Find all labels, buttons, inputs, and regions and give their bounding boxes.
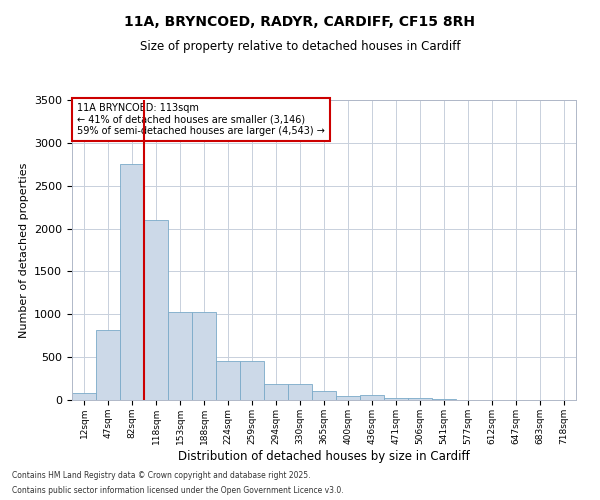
- Text: 11A, BRYNCOED, RADYR, CARDIFF, CF15 8RH: 11A, BRYNCOED, RADYR, CARDIFF, CF15 8RH: [125, 15, 476, 29]
- Bar: [264, 384, 288, 400]
- Bar: [408, 398, 432, 400]
- X-axis label: Distribution of detached houses by size in Cardiff: Distribution of detached houses by size …: [178, 450, 470, 462]
- Bar: [384, 398, 408, 400]
- Bar: [336, 396, 360, 400]
- Y-axis label: Number of detached properties: Number of detached properties: [19, 162, 29, 338]
- Text: Size of property relative to detached houses in Cardiff: Size of property relative to detached ho…: [140, 40, 460, 53]
- Bar: [72, 393, 96, 400]
- Text: Contains HM Land Registry data © Crown copyright and database right 2025.: Contains HM Land Registry data © Crown c…: [12, 471, 311, 480]
- Bar: [120, 164, 144, 400]
- Bar: [288, 384, 312, 400]
- Bar: [432, 399, 456, 400]
- Text: Contains public sector information licensed under the Open Government Licence v3: Contains public sector information licen…: [12, 486, 344, 495]
- Bar: [168, 312, 192, 400]
- Bar: [96, 330, 120, 400]
- Bar: [312, 392, 336, 400]
- Bar: [360, 395, 384, 400]
- Bar: [192, 312, 216, 400]
- Text: 11A BRYNCOED: 113sqm
← 41% of detached houses are smaller (3,146)
59% of semi-de: 11A BRYNCOED: 113sqm ← 41% of detached h…: [77, 103, 325, 136]
- Bar: [216, 362, 240, 400]
- Bar: [240, 362, 264, 400]
- Bar: [144, 220, 168, 400]
